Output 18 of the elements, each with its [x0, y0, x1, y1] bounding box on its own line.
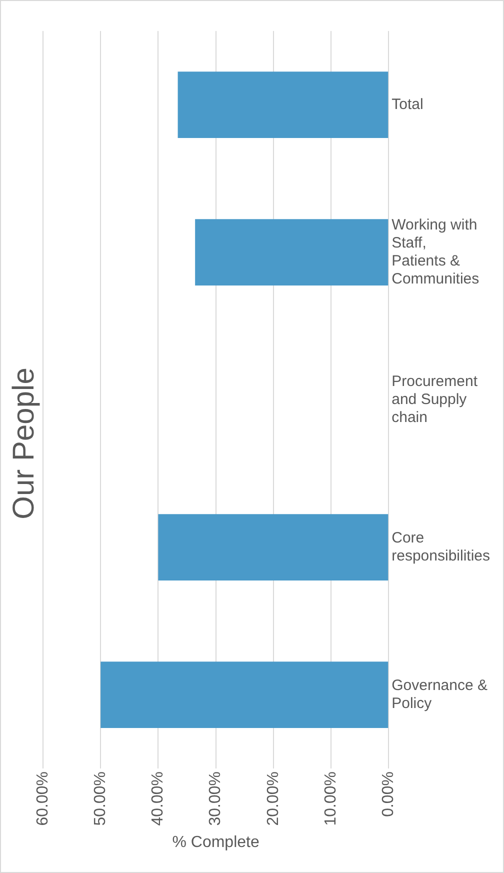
y-tick-label: Core responsibilities	[392, 529, 490, 564]
bar	[195, 219, 388, 286]
x-axis-title: % Complete	[172, 834, 260, 851]
y-tick-label: Procurement and Supply chain	[392, 372, 478, 426]
x-tick-label: 50.00%	[92, 772, 110, 826]
y-tick-label: Working with Staff, Patients & Communities	[392, 216, 480, 288]
x-tick-label: 10.00%	[322, 772, 340, 826]
x-tick-label: 30.00%	[207, 772, 224, 826]
bar	[100, 662, 388, 728]
bar	[178, 72, 388, 138]
bar	[158, 514, 388, 580]
y-tick-label: Governance & Policy	[392, 676, 488, 712]
x-tick-label: 40.00%	[150, 772, 167, 826]
x-tick-label: 20.00%	[264, 772, 282, 826]
text: Our People	[7, 368, 40, 520]
x-tick-label: 60.00%	[34, 772, 52, 826]
x-tick-label: 0.00%	[380, 772, 398, 817]
y-tick-label: Total	[392, 96, 424, 113]
